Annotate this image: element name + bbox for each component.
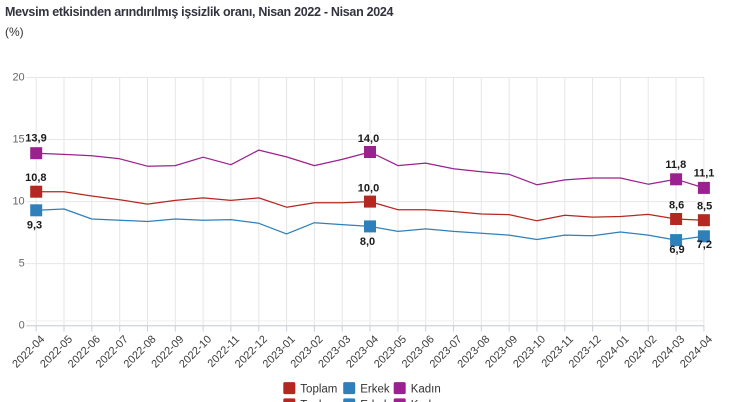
svg-text:Toplam: Toplam [300, 383, 337, 395]
svg-text:0: 0 [19, 320, 25, 332]
svg-text:Toplam: Toplam [300, 399, 337, 402]
svg-text:8,6: 8,6 [669, 200, 684, 212]
svg-text:10,8: 10,8 [25, 172, 46, 184]
svg-text:11,1: 11,1 [694, 167, 715, 179]
svg-text:6,9: 6,9 [669, 244, 684, 256]
svg-text:14,0: 14,0 [358, 133, 379, 145]
svg-text:Kadın: Kadın [411, 383, 441, 395]
svg-text:5: 5 [19, 258, 25, 270]
svg-text:15: 15 [12, 134, 24, 146]
svg-text:20: 20 [12, 72, 24, 84]
svg-text:9,3: 9,3 [27, 219, 42, 231]
svg-text:Kadın: Kadın [411, 399, 441, 402]
svg-text:Erkek: Erkek [360, 399, 390, 402]
svg-text:10,0: 10,0 [358, 182, 379, 194]
svg-text:11,8: 11,8 [665, 159, 686, 171]
svg-text:10: 10 [12, 196, 24, 208]
svg-text:7,2: 7,2 [697, 239, 712, 251]
svg-text:8,0: 8,0 [360, 236, 375, 248]
svg-text:13,9: 13,9 [25, 133, 46, 145]
svg-text:Erkek: Erkek [360, 383, 390, 395]
svg-text:8,5: 8,5 [697, 201, 712, 213]
